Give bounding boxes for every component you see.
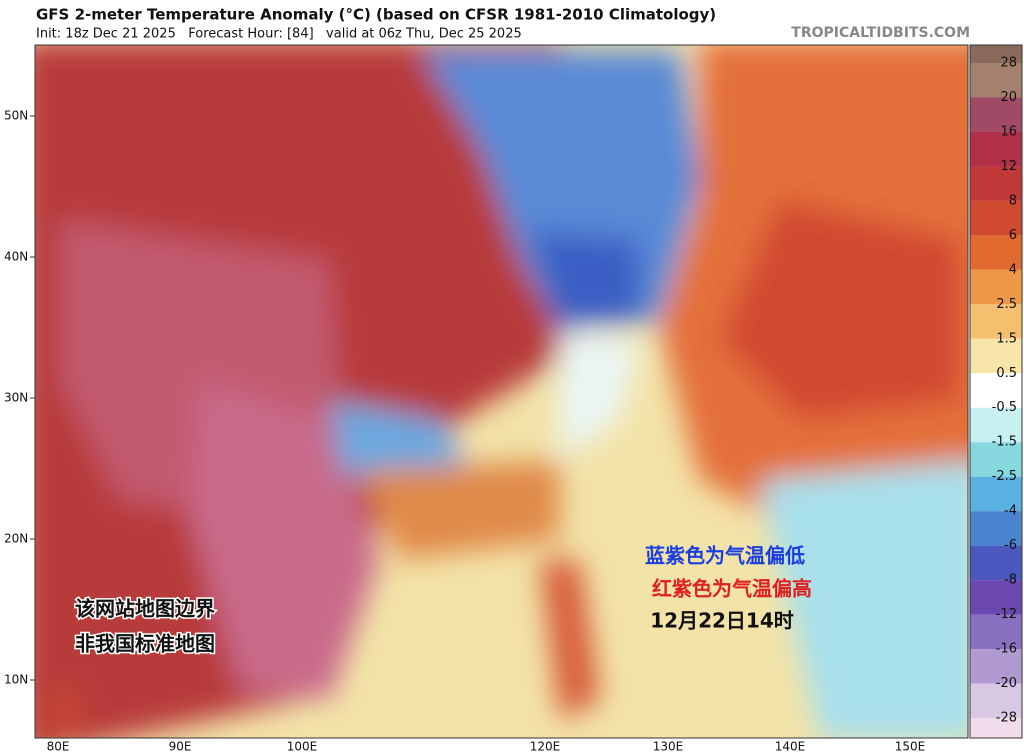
colorbar-label: -6 [1004,538,1017,553]
colorbar-band [970,442,1022,477]
colorbar-band [970,373,1022,408]
lon-label: 140E [775,740,806,754]
colorbar-band [970,649,1022,684]
colorbar-band [970,683,1022,718]
colorbar-label: -1.5 [992,435,1017,450]
colorbar-label: 12 [1000,159,1017,174]
lat-label: 10N [4,673,28,687]
colorbar-band [970,304,1022,339]
colorbar-label: 6 [1009,228,1017,243]
colorbar-band [970,131,1022,167]
lat-label: 40N [4,250,28,264]
colorbar-label: -2.5 [992,469,1017,484]
colorbar-band [970,45,1022,63]
colorbar-band [970,200,1022,236]
title: GFS 2-meter Temperature Anomaly (°C) (ba… [36,6,716,24]
watermark: TROPICALTIDBITS.COM [791,25,970,41]
colorbar-label: -8 [1004,573,1017,588]
lat-label: 30N [4,391,28,405]
colorbar-band [970,235,1022,270]
lat-label: 50N [4,109,28,123]
colorbar-label: 16 [1000,124,1017,139]
colorbar-label: 28 [1000,56,1017,71]
colorbar-band [970,580,1022,615]
subtitle: Init: 18z Dec 21 2025 Forecast Hour: [84… [36,27,522,42]
colorbar-band [970,718,1022,738]
lon-label: 90E [169,740,192,754]
map-area [34,44,969,739]
colorbar-label: -28 [996,711,1017,726]
colorbar-label: 0.5 [996,366,1017,381]
annotation-time: 12月22日14时 [650,609,794,633]
colorbar-label: -0.5 [992,400,1017,415]
colorbar-label: -16 [996,642,1017,657]
colorbar-label: -12 [996,607,1017,622]
lon-label: 80E [47,740,70,754]
colorbar-band [970,511,1022,546]
disclaimer-line: 非我国标准地图 [75,632,215,656]
colorbar-band [970,97,1022,132]
colorbar-label: 2.5 [996,297,1017,312]
colorbar-band [970,63,1022,98]
colorbar-label: 4 [1009,262,1017,277]
colorbar-band [970,166,1022,201]
annotation-cold: 蓝紫色为气温偏低 [645,544,805,568]
lon-label: 150E [895,740,926,754]
colorbar-band [970,338,1022,374]
colorbar-band [970,614,1022,650]
colorbar-label: -20 [996,676,1017,691]
colorbar: 28 20 16 12 8 6 4 2.5 1.5 0.5 -0.5 -1.5 -2.5 -4 -6 -8 -1… [969,44,1023,739]
colorbar-band [970,476,1022,512]
disclaimer-line: 该网站地图边界 [75,597,215,621]
colorbar-label: 8 [1009,193,1017,208]
colorbar-band [970,545,1022,581]
colorbar-band [970,407,1022,443]
lat-label: 20N [4,532,28,546]
colorbar-frame [969,44,1023,739]
lon-label: 120E [530,740,561,754]
colorbar-label: 1.5 [996,331,1017,346]
lon-label: 130E [653,740,684,754]
annotation-warm: 红紫色为气温偏高 [652,577,812,601]
colorbar-label: 20 [1000,90,1017,105]
colorbar-label: -4 [1004,504,1017,519]
colorbar-band [970,269,1022,305]
lon-label: 100E [287,740,318,754]
